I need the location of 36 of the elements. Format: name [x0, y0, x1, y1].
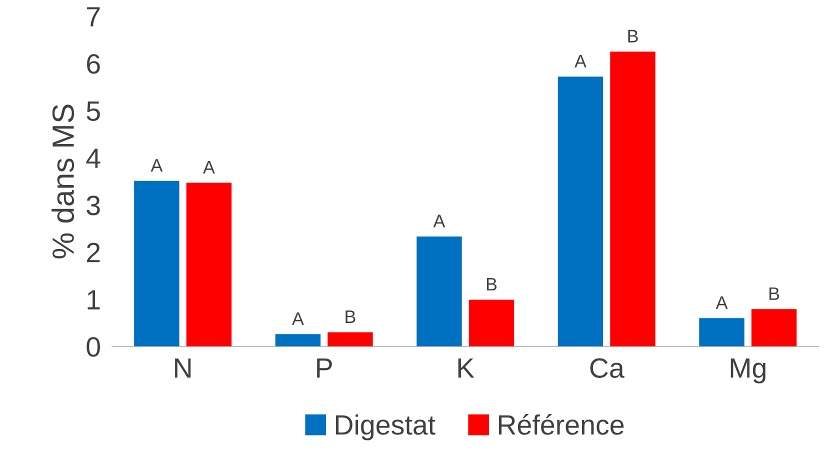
- x-tick-label: P: [317, 358, 332, 378]
- data-label: A: [150, 159, 163, 172]
- y-tick-label: 6: [87, 54, 100, 74]
- bar: [328, 332, 373, 346]
- data-label: A: [202, 161, 215, 174]
- legend-label: Référence: [498, 414, 624, 435]
- x-tick-label: Mg: [730, 358, 766, 384]
- bar: [699, 318, 744, 346]
- data-label: A: [433, 214, 446, 228]
- data-label: A: [574, 54, 586, 68]
- x-tick-label: K: [458, 358, 474, 378]
- x-tick-label: N: [175, 358, 191, 378]
- y-tick-label: 5: [86, 102, 100, 121]
- y-tick-label: 2: [87, 242, 100, 262]
- y-tick-label: 7: [87, 7, 100, 26]
- bar: [416, 236, 462, 346]
- data-label: B: [486, 278, 497, 290]
- y-tick-label: 4: [86, 148, 100, 168]
- data-label: B: [346, 310, 356, 323]
- y-tick-label: 3: [86, 196, 100, 216]
- legend-label: Digestat: [336, 414, 436, 440]
- data-label: B: [628, 30, 638, 42]
- bar: [134, 180, 180, 346]
- y-axis-title: % dans MS: [52, 104, 74, 258]
- data-label: A: [292, 312, 304, 325]
- bar: [751, 309, 797, 346]
- bar: [186, 182, 232, 346]
- y-tick-label: 1: [88, 290, 100, 310]
- bar: [610, 52, 656, 346]
- bar: [558, 76, 604, 346]
- y-tick-label: 0: [86, 337, 100, 357]
- bar: [275, 334, 321, 346]
- x-tick-label: Ca: [590, 358, 624, 378]
- bar: [468, 300, 514, 346]
- data-label: A: [716, 296, 728, 309]
- data-label: B: [769, 287, 780, 300]
